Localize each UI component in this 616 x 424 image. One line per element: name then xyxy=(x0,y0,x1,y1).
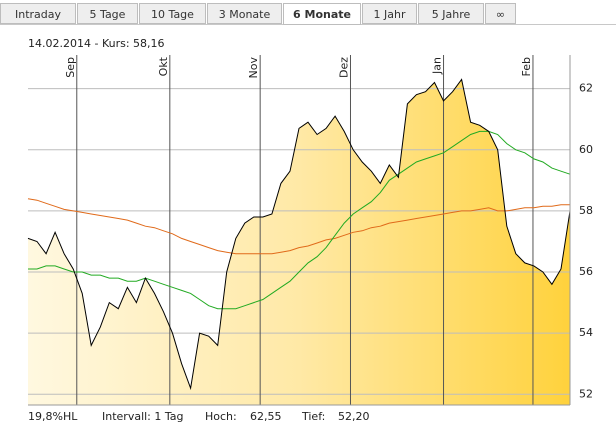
tab-label[interactable]: Intraday xyxy=(15,8,62,21)
footer-text: 52,20 xyxy=(338,410,370,423)
x-tick-label: Jan xyxy=(431,57,444,75)
series-line xyxy=(28,130,571,310)
x-tick-label: Nov xyxy=(247,57,260,79)
x-tick-label: Feb xyxy=(520,57,533,76)
series-line xyxy=(27,78,571,391)
tab-label[interactable]: 10 Tage xyxy=(151,8,194,21)
y-tick-label: 60 xyxy=(579,143,593,156)
y-tick-label: 56 xyxy=(579,265,593,278)
x-tick-label: Sep xyxy=(64,57,77,78)
tab[interactable] xyxy=(77,3,138,24)
x-tick-label: Okt xyxy=(157,56,170,76)
tab-label[interactable]: 1 Jahr xyxy=(374,8,406,21)
y-tick-label: 54 xyxy=(579,326,593,339)
footer-text: 19,8%HL xyxy=(28,410,78,423)
y-tick-label: 58 xyxy=(579,204,593,217)
tab-label[interactable]: 5 Tage xyxy=(90,8,126,21)
tab[interactable] xyxy=(485,3,516,24)
tab[interactable] xyxy=(362,3,417,24)
footer-text: Intervall: 1 Tag xyxy=(102,410,184,423)
tab[interactable] xyxy=(283,3,361,25)
tab[interactable] xyxy=(418,3,484,24)
tab-label[interactable]: 6 Monate xyxy=(293,8,351,21)
y-tick-label: 62 xyxy=(579,82,593,95)
tab-label[interactable]: ∞ xyxy=(496,8,505,21)
y-tick-label: 52 xyxy=(579,387,593,400)
series-line xyxy=(27,198,570,255)
x-tick-label: Dez xyxy=(337,57,350,78)
tab[interactable] xyxy=(207,3,282,24)
tab-label[interactable]: 3 Monate xyxy=(219,8,271,21)
tab[interactable] xyxy=(0,3,76,24)
chart-subtitle: 14.02.2014 - Kurs: 58,16 xyxy=(28,37,165,50)
footer-text: Tief: xyxy=(301,410,325,423)
price-area xyxy=(28,79,570,405)
footer-text: 62,55 xyxy=(250,410,282,423)
tab-label[interactable]: 5 Jahre xyxy=(432,8,471,21)
tab[interactable] xyxy=(139,3,206,24)
footer-text: Hoch: xyxy=(205,410,237,423)
